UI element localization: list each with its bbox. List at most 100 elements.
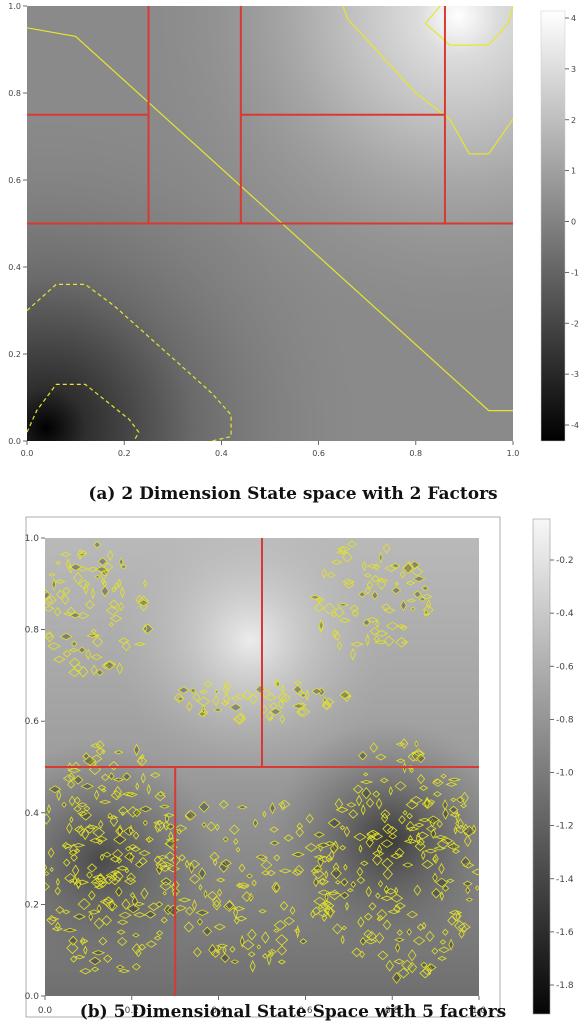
contour-speckle <box>291 851 305 858</box>
contour-speckle <box>437 946 451 954</box>
contour-speckle <box>144 910 157 919</box>
contour-speckle <box>184 859 190 869</box>
contour-speckle <box>267 948 277 955</box>
contour-speckle <box>269 802 276 815</box>
contour-speckle <box>199 708 209 717</box>
contour-speckle <box>156 855 169 860</box>
contour-speckle <box>69 563 83 572</box>
contour-speckle <box>90 664 98 676</box>
contour-speckle <box>350 641 364 647</box>
contour-speckle <box>460 791 469 804</box>
x-tick-label: 0.8 <box>385 1006 400 1016</box>
contour-speckle <box>45 882 50 892</box>
contour-speckle <box>212 899 222 911</box>
contour-speckle <box>241 891 252 902</box>
y-tick-label: 0.0 <box>8 437 21 446</box>
contour-speckle <box>139 601 148 612</box>
contour-speckle <box>374 932 385 944</box>
contour-speckle <box>138 850 151 857</box>
contour-speckle <box>383 635 395 647</box>
contour-speckle <box>413 884 422 896</box>
contour-speckle <box>369 626 380 636</box>
contour-speckle <box>96 840 103 845</box>
contour-speckle <box>109 814 119 828</box>
contour-speckle <box>98 936 108 946</box>
contour-speckle <box>396 624 407 629</box>
contour-speckle <box>231 695 240 701</box>
contour-speckle <box>218 860 229 873</box>
contour-speckle <box>54 606 62 617</box>
contour-speckle <box>215 949 220 954</box>
contour-speckle <box>214 823 220 832</box>
panel-a-y-axis: 0.0 0.2 0.4 0.6 0.8 1.0 <box>8 2 27 446</box>
contour-speckle <box>63 843 73 849</box>
contour-speckle <box>269 702 279 710</box>
contour-speckle <box>446 878 455 884</box>
contour-speckle <box>128 844 138 850</box>
contour-speckle <box>319 878 326 885</box>
contour-speckle <box>81 827 90 841</box>
contour-speckle <box>164 813 170 825</box>
contour-speckle <box>100 585 110 598</box>
contour-speckle <box>160 916 168 924</box>
contour-speckle <box>68 878 80 883</box>
contour-speckle <box>405 799 419 810</box>
contour-speckle <box>352 784 364 794</box>
contour-speckle <box>108 899 116 911</box>
contour-speckle <box>55 589 65 600</box>
contour-speckle <box>409 796 423 805</box>
contour-speckle <box>237 882 250 888</box>
contour-speckle <box>135 948 142 958</box>
contour-speckle <box>255 854 268 860</box>
contour-speckle <box>366 835 376 842</box>
contour-speckle <box>145 940 157 948</box>
contour-speckle <box>283 834 294 842</box>
contour-speckle <box>94 574 101 580</box>
contour-speckle <box>162 820 170 831</box>
colorbar-tick-label: -1.6 <box>556 928 574 938</box>
contour-speckle <box>169 843 178 851</box>
contour-speckle <box>326 571 336 579</box>
contour-speckle <box>121 898 131 911</box>
contour-speckle <box>320 902 330 910</box>
contour-speckle <box>462 823 470 836</box>
contour-speckle <box>416 838 425 846</box>
contour-speckle <box>440 837 454 845</box>
colorbar-tick-label: -0.2 <box>556 556 574 566</box>
contour-line-dashed <box>27 283 232 441</box>
contour-speckle <box>323 901 335 911</box>
contour-speckle <box>373 640 388 645</box>
contour-speckle <box>212 695 220 707</box>
contour-speckle <box>293 680 303 686</box>
contour-speckle <box>436 819 443 829</box>
contour-speckle <box>121 791 135 797</box>
contour-speckle <box>120 811 125 817</box>
contour-speckle <box>116 929 126 935</box>
contour-speckle <box>407 949 417 962</box>
contour-speckle <box>365 797 375 808</box>
contour-speckle <box>138 857 148 866</box>
contour-speckle <box>229 945 236 953</box>
contour-speckle <box>382 823 394 835</box>
contour-line <box>424 6 513 46</box>
contour-speckle <box>448 777 461 782</box>
contour-speckle <box>356 866 364 877</box>
contour-speckle <box>115 886 123 897</box>
contour-speckle <box>409 767 414 774</box>
colorbar-tick-label: -3 <box>571 370 579 379</box>
contour-speckle <box>393 958 405 965</box>
contour-speckle <box>407 961 418 974</box>
contour-speckle <box>93 917 105 930</box>
contour-speckle <box>266 952 272 966</box>
contour-speckle <box>313 602 324 613</box>
contour-speckle <box>299 938 308 945</box>
contour-speckle <box>62 611 75 616</box>
contour-speckle <box>389 563 401 569</box>
contour-speckle <box>448 938 454 951</box>
contour-speckle <box>413 750 425 757</box>
contour-speckle <box>402 564 410 571</box>
contour-speckle <box>265 710 274 722</box>
contour-speckle <box>416 773 426 785</box>
contour-speckle <box>380 839 394 848</box>
contour-speckle <box>390 852 404 859</box>
